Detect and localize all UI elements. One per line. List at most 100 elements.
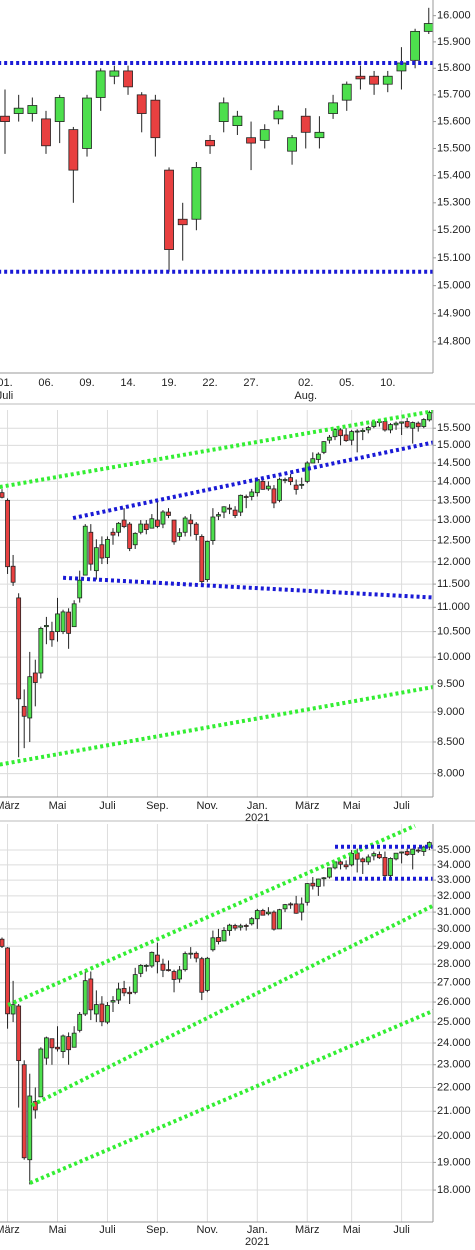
candle-body [382, 857, 388, 877]
candle-body [166, 969, 171, 972]
candle-body [360, 429, 366, 432]
candle-body [0, 938, 5, 947]
x-sub-label: 2021 [245, 812, 269, 824]
x-tick-label: Nov. [196, 1224, 218, 1236]
candle-body [66, 611, 71, 634]
candle-body [16, 597, 22, 700]
candle-body [193, 523, 199, 535]
candle-body [177, 969, 183, 980]
candle-body [404, 851, 410, 856]
candle-body [38, 627, 44, 674]
candle-body [44, 625, 49, 628]
candle-body [88, 978, 94, 1011]
trend-line [31, 903, 433, 1107]
candle-body [221, 506, 227, 513]
trend-line [29, 1008, 433, 1185]
candle-body [393, 422, 399, 426]
candle-body [404, 421, 410, 428]
candle-body [27, 676, 33, 719]
candle-body [13, 107, 24, 114]
candle-body [110, 531, 116, 536]
candle-body [243, 925, 249, 927]
x-tick-label: Jan. [247, 1224, 268, 1236]
candle-body [160, 963, 166, 971]
candle-body [321, 441, 327, 453]
candle-body [349, 431, 355, 441]
candle-body [421, 846, 427, 852]
candle-body [299, 483, 305, 486]
candle-body [88, 531, 94, 565]
candle-body [82, 980, 88, 1015]
candle-body [171, 519, 177, 543]
candle-body [354, 430, 360, 433]
candle-body [218, 102, 229, 122]
candle-body [143, 523, 149, 530]
candle-body [310, 458, 316, 464]
candle-body [365, 856, 371, 863]
candle-body [216, 514, 221, 517]
candle-body [188, 519, 194, 525]
candle-body [238, 925, 244, 928]
candle-body [399, 851, 405, 854]
candle-body [260, 910, 266, 916]
candle-body [369, 75, 379, 85]
candle-body [304, 462, 310, 482]
x-tick-label: Jan. [247, 800, 268, 812]
candle-body [93, 547, 99, 572]
y-tick-label: 11.500 [437, 578, 470, 590]
candle-body [21, 1064, 27, 1159]
candle-body [27, 105, 38, 114]
candle-body [188, 952, 194, 955]
candle-body [10, 565, 16, 583]
y-tick-label: 14.900 [437, 308, 471, 320]
candle-body [21, 705, 27, 717]
candle-body [287, 137, 297, 152]
candle-body [327, 867, 332, 878]
candle-body [110, 1000, 116, 1003]
trend-line [0, 685, 433, 767]
y-tick-label: 23.000 [437, 1059, 471, 1071]
candle-body [149, 951, 155, 967]
x-tick-label: Sep. [146, 800, 169, 812]
candle-body [271, 488, 277, 504]
chart-panel: 18.000 19.000 20.000 21.000 22.000 23.000 24.0… [0, 824, 471, 1248]
plot-area [0, 410, 433, 797]
x-tick-label: März [0, 1224, 20, 1236]
candle-body [105, 538, 110, 558]
candle-body [154, 954, 160, 963]
candle-body [60, 611, 66, 633]
candle-body [221, 930, 227, 942]
x-tick-label: 14. [120, 377, 135, 389]
x-tick-label: Mai [343, 1224, 361, 1236]
candle-body [123, 70, 133, 88]
candle-body [260, 480, 266, 490]
x-sub-label: Aug. [294, 390, 317, 402]
y-tick-label: 31.000 [437, 906, 471, 918]
candle-body [55, 1046, 60, 1050]
candle-body [116, 988, 121, 1001]
candle-body [332, 429, 338, 438]
candle-body [327, 436, 332, 441]
candle-body [177, 532, 183, 537]
candle-body [315, 878, 321, 887]
candle-body [16, 1005, 22, 1062]
plot [0, 410, 433, 767]
candle-body [243, 496, 249, 498]
x-tick-label: Nov. [196, 800, 218, 812]
y-tick-label: 19.000 [437, 1156, 471, 1168]
candle-body [210, 516, 216, 541]
candle-body [82, 97, 92, 149]
candle-body [205, 139, 215, 147]
candle-body [282, 479, 288, 481]
candle-body [204, 540, 210, 580]
y-tick-label: 8.000 [437, 768, 465, 780]
y-tick-label: 20.000 [437, 1130, 471, 1142]
x-tick-label: 05. [339, 377, 354, 389]
plot [0, 824, 433, 1185]
candle-body [182, 953, 188, 971]
candle-body [315, 453, 321, 460]
candle-body [410, 422, 416, 429]
chart-panel: 14.800 14.900 15.000 15.100 15.200 15.300 15.4… [0, 0, 471, 402]
y-tick-label: 15.000 [437, 280, 471, 292]
